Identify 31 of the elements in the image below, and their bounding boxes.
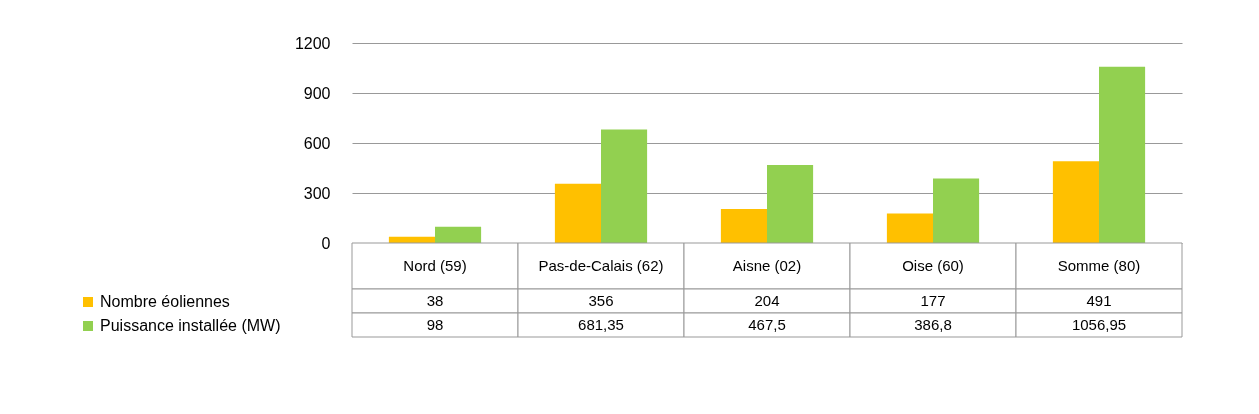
data-label: 356 — [588, 292, 614, 309]
data-label: 1056,95 — [1071, 316, 1127, 333]
bar — [933, 178, 980, 243]
data-label: 467,5 — [748, 316, 786, 333]
y-tick-label: 1200 — [294, 34, 331, 52]
y-tick-label: 600 — [303, 134, 331, 152]
x-tick-label: Nord (59) — [403, 257, 467, 274]
bar — [435, 226, 482, 243]
data-label: 38 — [426, 292, 444, 309]
x-tick-label: Aisne (02) — [732, 257, 802, 274]
y-tick-label: 300 — [303, 184, 331, 202]
bar — [720, 209, 767, 243]
x-tick-label: Pas-de-Calais (62) — [538, 257, 664, 274]
bar — [1099, 66, 1146, 243]
bar — [767, 165, 814, 243]
data-label: 177 — [920, 292, 946, 309]
bar — [886, 213, 933, 243]
legend-label: Puissance installée (MW) — [100, 317, 281, 334]
bar — [601, 129, 648, 243]
x-tick-label: Somme (80) — [1057, 257, 1141, 274]
y-tick-label: 0 — [321, 234, 331, 252]
bar — [554, 183, 601, 243]
legend-label: Nombre éoliennes — [100, 293, 230, 310]
data-label: 204 — [754, 292, 780, 309]
data-label: 681,35 — [578, 316, 624, 333]
data-label: 386,8 — [914, 316, 952, 333]
y-tick-label: 900 — [303, 84, 331, 102]
data-label: 491 — [1086, 292, 1112, 309]
data-label: 98 — [426, 316, 444, 333]
bar — [1052, 161, 1099, 243]
x-tick-label: Oise (60) — [902, 257, 964, 274]
